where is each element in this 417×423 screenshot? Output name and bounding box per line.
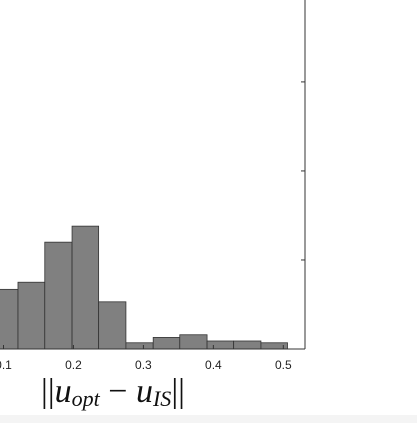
x-axis-label: ||uopt − uIS||	[41, 373, 185, 411]
x-tick-label: 0.5	[275, 358, 292, 372]
histogram-bar	[71, 225, 100, 350]
histogram-bar	[0, 288, 19, 350]
histogram-bar	[179, 334, 208, 350]
histogram-bar	[125, 342, 154, 350]
histogram-bar	[98, 301, 127, 350]
x-tick-label: 0.2	[65, 358, 82, 372]
histogram-bar	[17, 281, 46, 350]
x-tick-label: 0.1	[0, 358, 12, 372]
x-tick-label: 0.3	[135, 358, 152, 372]
bottom-band	[0, 415, 417, 423]
x-tick-label: 0.4	[205, 358, 222, 372]
histogram-bar	[44, 241, 73, 350]
histogram-bar	[152, 337, 181, 350]
histogram-bar	[206, 340, 235, 350]
plot: 0.1 0.2 0.3 0.4 0.5	[0, 0, 306, 372]
histogram-bar	[233, 340, 262, 350]
